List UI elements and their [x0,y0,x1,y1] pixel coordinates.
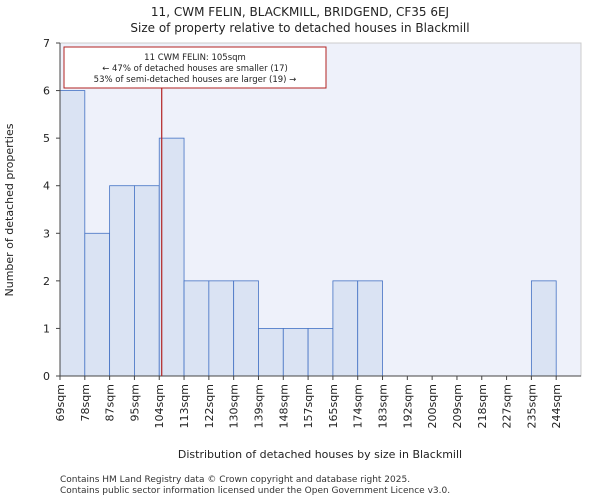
footer-line-2: Contains public sector information licen… [60,486,450,496]
x-tick-label: 209sqm [451,384,464,428]
bar-104sqm [158,137,185,377]
x-tick-label: 87sqm [104,384,117,421]
x-tick-label: 122sqm [203,384,216,428]
footer-line-1: Contains HM Land Registry data © Crown c… [60,475,410,485]
bar-157sqm [307,328,334,377]
x-tick-label: 139sqm [252,384,265,428]
chart-title: 11, CWM FELIN, BLACKMILL, BRIDGEND, CF35… [151,5,449,19]
x-axis-label: Distribution of detached houses by size … [178,448,462,461]
x-tick-label: 227sqm [501,384,514,428]
y-tick-label: 0 [43,370,50,383]
chart-subtitle: Size of property relative to detached ho… [130,21,469,35]
x-tick-label: 113sqm [178,384,191,428]
y-ticks-group: 0 1 2 3 4 5 6 7 [43,37,60,383]
x-tick-label: 165sqm [327,384,340,428]
y-tick-label: 4 [43,180,50,193]
x-tick-label: 95sqm [128,384,141,421]
annotation-box: 11 CWM FELIN: 105sqm ← 47% of detached h… [63,46,327,89]
bar-69sqm [59,90,86,377]
y-tick-label: 1 [43,322,50,335]
y-tick-label: 7 [43,37,50,50]
x-tick-label: 130sqm [228,384,241,428]
bar-165sqm [332,280,359,377]
y-tick-label: 2 [43,275,50,288]
x-tick-label: 148sqm [277,384,290,428]
x-tick-label: 244sqm [550,384,563,428]
x-tick-label: 218sqm [476,384,489,428]
x-tick-label: 200sqm [426,384,439,428]
bar-95sqm [134,185,160,377]
y-axis-label: Number of detached properties [3,123,16,296]
bar-87sqm [109,185,135,377]
bar-235sqm [530,280,557,377]
x-tick-label: 78sqm [79,384,92,421]
annotation-line-2: ← 47% of detached houses are smaller (17… [102,64,288,74]
y-tick-label: 3 [43,227,50,240]
bar-113sqm [183,280,210,377]
y-tick-label: 5 [43,132,50,145]
bar-148sqm [282,328,309,377]
bars-group [59,90,557,377]
bar-130sqm [233,280,259,377]
x-tick-label: 192sqm [401,384,414,428]
x-ticks-group: 69sqm 78sqm 87sqm 95sqm 104sqm 113sqm 122sqm 13… [54,376,563,428]
annotation-line-3: 53% of semi-detached houses are larger (… [94,75,297,85]
bar-174sqm [357,280,383,377]
annotation-line-1: 11 CWM FELIN: 105sqm [144,53,246,63]
x-tick-label: 157sqm [302,384,315,428]
bar-78sqm [84,232,111,377]
bar-122sqm [208,280,235,377]
x-tick-label: 69sqm [54,384,67,421]
x-tick-label: 235sqm [525,384,538,428]
x-tick-label: 183sqm [377,384,390,428]
x-tick-label: 104sqm [153,384,166,428]
y-tick-label: 6 [43,85,50,98]
bar-139sqm [258,328,284,377]
x-tick-label: 174sqm [352,384,365,428]
